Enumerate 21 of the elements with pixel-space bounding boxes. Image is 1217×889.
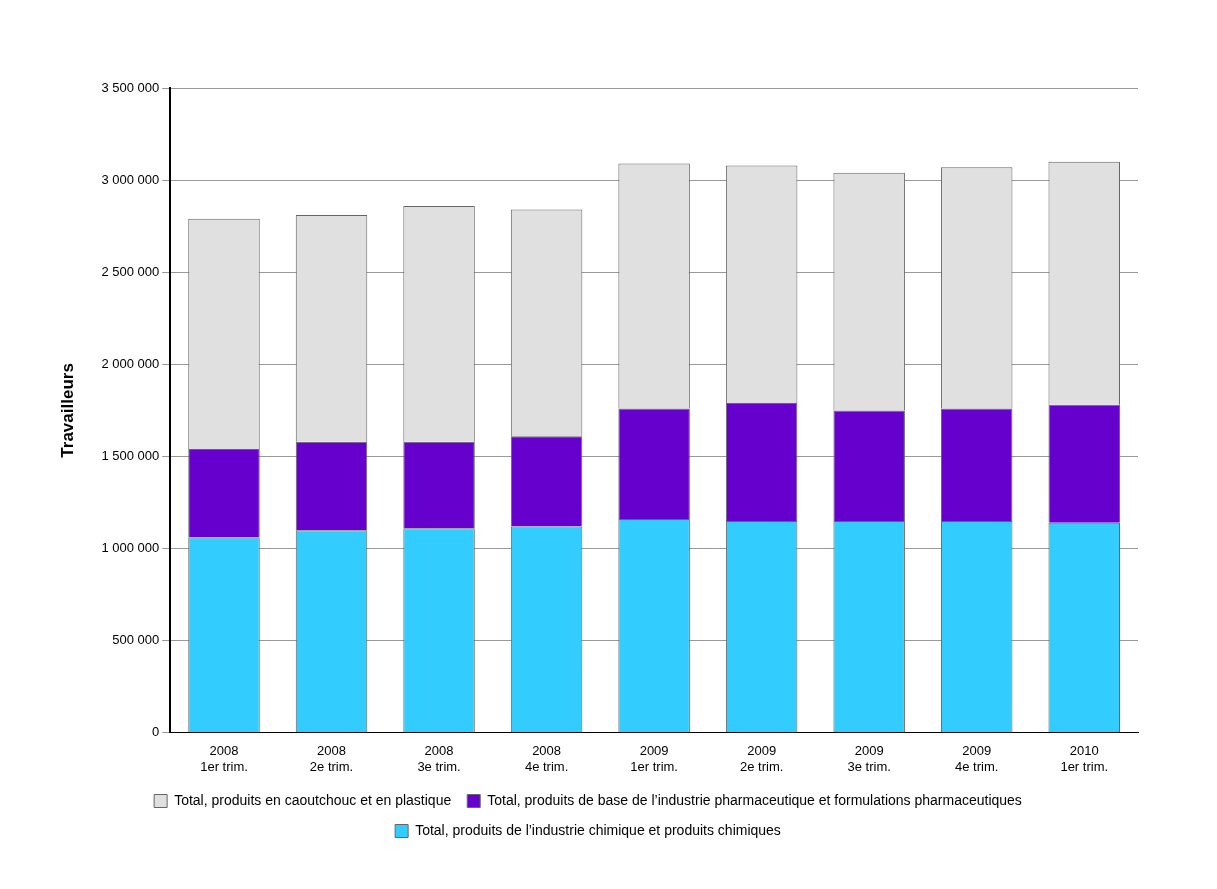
x-tick-label: 2010 1er trim. (1060, 743, 1109, 774)
y-tick-label: 1 500 000 (101, 448, 160, 464)
x-tick-label: 2008 2e trim. (309, 743, 354, 774)
x-tick-label: 2009 1er trim. (630, 743, 678, 774)
legend-label: Total, produits de l’industrie chimique et produits chimiques (415, 821, 781, 838)
y-axis-title: Travailleurs (57, 363, 77, 458)
y-tick-label: 3 500 000 (101, 79, 160, 95)
x-tick-label: 2008 3e trim. (417, 743, 461, 774)
x-tick-label: 2009 3e trim. (847, 743, 891, 774)
x-tick-label: 2008 1er trim. (200, 743, 248, 774)
legend-label: Total, produits de base de l’industrie pharmaceutique et formulations pharmaceutiques (487, 791, 1022, 808)
y-tick-label: 3 000 000 (101, 171, 160, 187)
y-tick-label: 2 000 000 (101, 355, 160, 371)
x-tick-label: 2009 4e trim. (955, 743, 999, 774)
x-tick-label: 2008 4e trim. (524, 743, 569, 774)
x-tick-label: 2009 2e trim. (739, 743, 784, 774)
y-tick-label: 500 000 (112, 632, 160, 648)
y-tick-label: 0 (152, 724, 160, 740)
y-tick-label: 1 000 000 (101, 540, 160, 556)
y-tick-label: 2 500 000 (101, 263, 160, 279)
legend-label: Total, produits en caoutchouc et en plastique (174, 791, 452, 808)
